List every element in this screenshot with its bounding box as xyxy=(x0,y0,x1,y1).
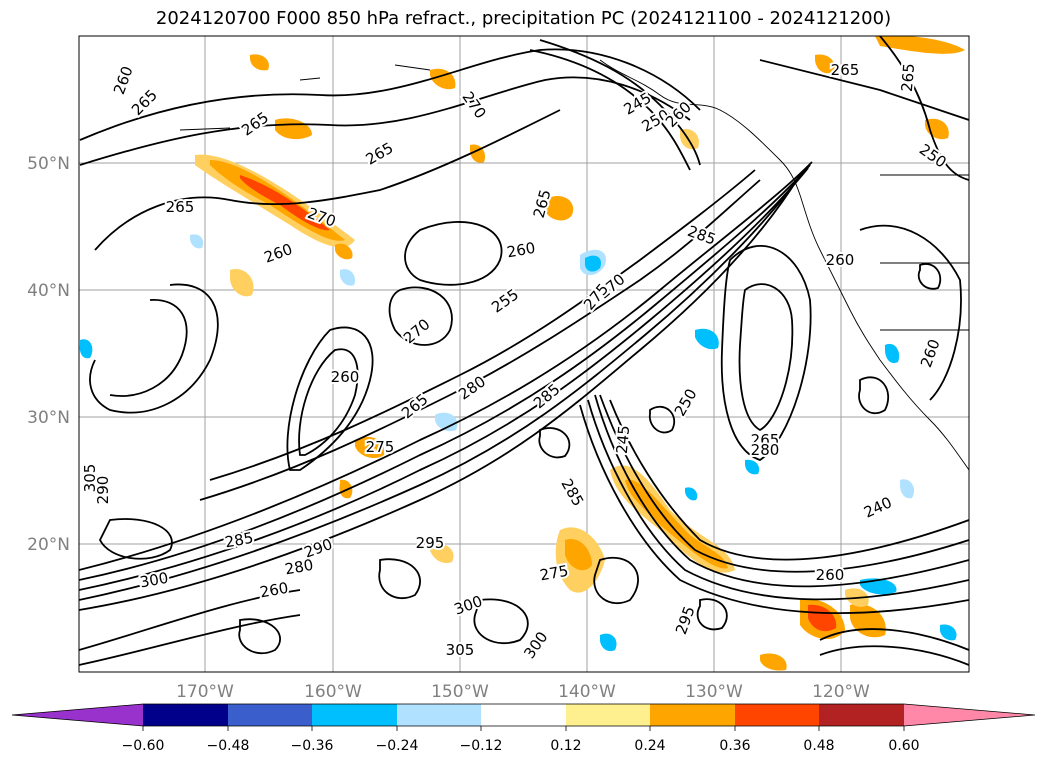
lon-label: 150°W xyxy=(431,682,489,702)
negative-precip-shading xyxy=(79,234,957,652)
contour-label: 275 xyxy=(366,438,395,456)
contour-label: 295 xyxy=(416,534,445,552)
colorbar-segment xyxy=(819,704,904,726)
latitude-labels: 50°N 40°N 30°N 20°N xyxy=(27,154,70,555)
colorbar-segment xyxy=(735,704,819,726)
contour-label: 260 xyxy=(331,368,360,386)
lon-label: 160°W xyxy=(304,682,362,702)
contour-label: 265 xyxy=(898,63,918,93)
colorbar-tick-label: 0.48 xyxy=(803,738,834,754)
colorbar-segment xyxy=(650,704,735,726)
lat-label: 50°N xyxy=(27,154,70,174)
contour-label: 245 xyxy=(613,425,633,455)
colorbar-tick-label: 0.12 xyxy=(550,738,581,754)
contour-label: 305 xyxy=(446,641,475,659)
contour-label: 265 xyxy=(166,198,195,216)
contour-label: 305 xyxy=(81,464,99,493)
lat-label: 40°N xyxy=(27,281,70,301)
colorbar-tick-label: 0.60 xyxy=(888,738,919,754)
contour-label: 265 xyxy=(831,61,860,79)
contour-label: 260 xyxy=(816,566,845,584)
lon-label: 140°W xyxy=(558,682,616,702)
colorbar-segment xyxy=(481,704,566,726)
map-frame xyxy=(78,35,970,673)
colorbar-extend-low xyxy=(12,704,143,726)
colorbar-segment xyxy=(312,704,397,726)
lat-label: 20°N xyxy=(27,535,70,555)
contour-label: 265 xyxy=(751,431,780,449)
colorbar-tick-label: −0.60 xyxy=(122,738,165,754)
lon-label: 130°W xyxy=(685,682,743,702)
colorbar-segment xyxy=(397,704,481,726)
refractivity-contours xyxy=(79,36,969,666)
coastline xyxy=(179,59,969,471)
longitude-labels: 170°W 160°W 150°W 140°W 130°W 120°W xyxy=(176,682,870,702)
precip-shading xyxy=(195,36,965,671)
colorbar: −0.60 −0.48 −0.36 −0.24 −0.12 0.12 0.24 … xyxy=(11,703,1036,754)
colorbar-tick-label: −0.12 xyxy=(460,738,503,754)
lon-label: 170°W xyxy=(176,682,234,702)
contour-label: 290 xyxy=(94,476,112,505)
colorbar-tick-label: −0.24 xyxy=(376,738,419,754)
chart-title: 2024120700 F000 850 hPa refract., precip… xyxy=(155,8,892,29)
contour-label: 260 xyxy=(258,579,289,602)
colorbar-tick-label: −0.48 xyxy=(207,738,250,754)
lon-label: 120°W xyxy=(812,682,870,702)
colorbar-extend-high xyxy=(904,704,1035,726)
lat-label: 30°N xyxy=(27,408,70,428)
colorbar-segment xyxy=(566,704,650,726)
contour-label: 260 xyxy=(826,251,855,269)
colorbar-tick-label: 0.36 xyxy=(719,738,750,754)
colorbar-segment xyxy=(228,704,312,726)
colorbar-tick-label: 0.24 xyxy=(634,738,665,754)
contour-label: 280 xyxy=(751,441,780,459)
colorbar-segment xyxy=(143,704,228,726)
colorbar-tick-label: −0.36 xyxy=(291,738,334,754)
